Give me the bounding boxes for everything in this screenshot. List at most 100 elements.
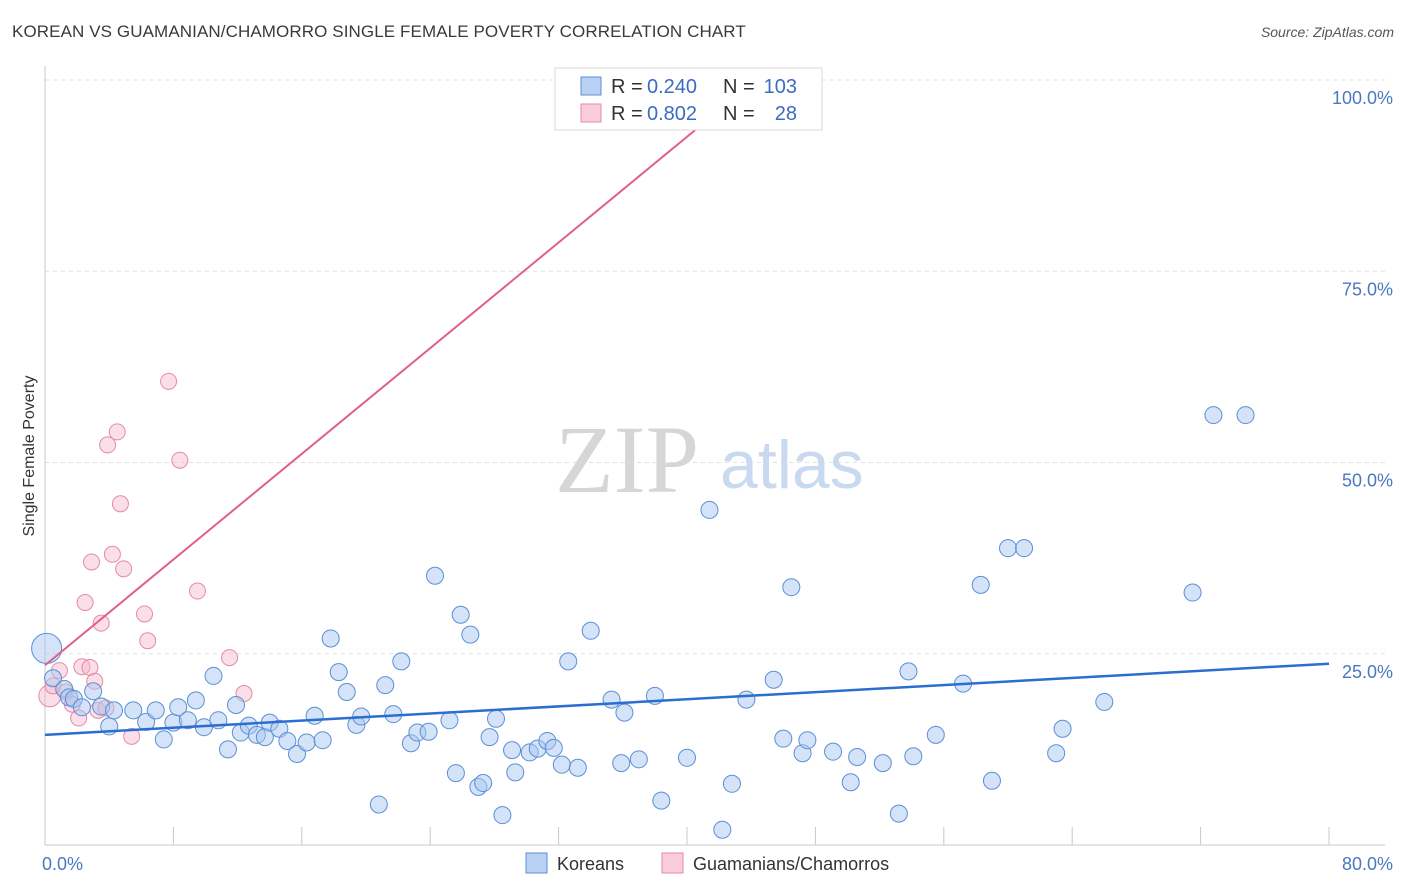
point-koreans bbox=[321, 629, 340, 648]
point-koreans bbox=[376, 676, 395, 695]
point-koreans bbox=[559, 652, 578, 671]
point-koreans bbox=[629, 750, 648, 769]
point-koreans bbox=[899, 662, 918, 681]
point-koreans bbox=[652, 791, 671, 810]
y-tick-label: 25.0% bbox=[1342, 662, 1393, 682]
point-koreans bbox=[1047, 744, 1066, 763]
point-guamanians bbox=[115, 560, 133, 578]
legend-n-value-1: 103 bbox=[764, 76, 797, 98]
tick-labels: 25.0% 50.0% 75.0% 100.0% 0.0% 80.0% bbox=[42, 88, 1393, 874]
legend-n-label-1: N = bbox=[723, 76, 755, 98]
point-koreans bbox=[446, 764, 465, 783]
point-koreans bbox=[782, 578, 801, 597]
legend-swatch-koreans bbox=[580, 76, 602, 96]
point-koreans bbox=[461, 625, 480, 644]
point-koreans bbox=[889, 804, 908, 823]
point-guamanians bbox=[92, 614, 110, 632]
point-koreans bbox=[824, 742, 843, 761]
point-koreans bbox=[493, 806, 512, 825]
y-tick-label: 100.0% bbox=[1332, 88, 1393, 108]
point-guamanians bbox=[136, 605, 154, 623]
watermark-atlas: atlas bbox=[720, 427, 864, 503]
point-koreans bbox=[451, 605, 470, 624]
point-koreans bbox=[678, 748, 696, 767]
point-koreans bbox=[31, 632, 63, 664]
legend-bottom-swatch-koreans bbox=[525, 852, 548, 874]
point-koreans bbox=[72, 698, 91, 717]
point-koreans bbox=[204, 666, 223, 685]
point-guamanians bbox=[76, 593, 94, 611]
point-koreans bbox=[1053, 719, 1072, 738]
point-koreans bbox=[419, 722, 438, 741]
y-axis-title: Single Female Poverty bbox=[21, 376, 38, 537]
point-koreans bbox=[305, 706, 324, 725]
point-koreans bbox=[426, 566, 445, 585]
point-guamanians bbox=[83, 553, 101, 571]
point-guamanians bbox=[111, 495, 129, 513]
point-koreans bbox=[999, 539, 1017, 558]
point-koreans bbox=[178, 711, 197, 730]
point-koreans bbox=[169, 698, 188, 717]
point-koreans bbox=[146, 701, 165, 720]
watermark-zip: ZIP bbox=[555, 406, 699, 513]
trendlines bbox=[44, 79, 1330, 737]
point-koreans bbox=[764, 670, 783, 689]
point-koreans bbox=[337, 683, 356, 701]
point-koreans bbox=[392, 652, 411, 671]
point-koreans bbox=[218, 740, 237, 759]
legend-stats: R = 0.240 N = 103 R = 0.802 N = 28 bbox=[554, 67, 823, 131]
legend-n-value-2: 28 bbox=[775, 103, 797, 125]
watermark: ZIP atlas bbox=[555, 406, 864, 513]
series-guamanians-points bbox=[38, 71, 763, 745]
point-koreans bbox=[713, 820, 732, 839]
y-tick-label: 50.0% bbox=[1342, 471, 1393, 491]
point-guamanians bbox=[171, 451, 189, 469]
point-koreans bbox=[700, 500, 719, 519]
point-koreans bbox=[226, 696, 245, 715]
point-koreans bbox=[841, 773, 860, 792]
gridlines bbox=[45, 79, 1385, 655]
point-guamanians bbox=[123, 727, 141, 745]
point-koreans bbox=[287, 744, 306, 763]
point-koreans bbox=[1095, 692, 1114, 711]
point-koreans bbox=[105, 701, 124, 720]
point-koreans bbox=[904, 747, 923, 766]
point-koreans bbox=[1236, 406, 1255, 425]
legend-bottom-swatch-guamanians bbox=[661, 852, 684, 874]
legend-label-guamanians: Guamanians/Chamorros bbox=[693, 854, 889, 874]
point-koreans bbox=[1183, 583, 1202, 602]
legend-r-label-1: R = bbox=[611, 76, 643, 98]
point-koreans bbox=[278, 731, 297, 750]
point-koreans bbox=[873, 754, 892, 773]
legend-swatch-guamanians bbox=[580, 103, 602, 123]
point-koreans bbox=[84, 682, 103, 701]
point-koreans bbox=[440, 711, 459, 730]
point-koreans bbox=[774, 729, 793, 748]
legend-r-label-2: R = bbox=[611, 103, 643, 125]
point-guamanians bbox=[160, 372, 178, 390]
point-koreans bbox=[568, 758, 587, 777]
point-koreans bbox=[926, 725, 945, 744]
point-koreans bbox=[480, 728, 499, 747]
point-koreans bbox=[369, 795, 388, 814]
point-guamanians bbox=[103, 545, 121, 563]
point-guamanians bbox=[188, 582, 206, 600]
point-koreans bbox=[982, 771, 1001, 790]
legend-n-label-2: N = bbox=[723, 103, 755, 125]
legend-r-value-2: 0.802 bbox=[647, 103, 697, 125]
y-tick-label: 75.0% bbox=[1342, 279, 1393, 299]
point-koreans bbox=[474, 774, 493, 793]
point-koreans bbox=[615, 703, 634, 722]
point-koreans bbox=[612, 754, 631, 773]
trendline-koreans bbox=[44, 662, 1330, 737]
point-koreans bbox=[722, 774, 741, 793]
point-guamanians bbox=[108, 423, 126, 441]
point-guamanians bbox=[139, 632, 157, 650]
trendline-guamanians bbox=[44, 79, 757, 666]
point-koreans bbox=[124, 701, 143, 720]
source-credit: Source: ZipAtlas.com bbox=[1260, 24, 1394, 40]
chart-title: KOREAN VS GUAMANIAN/CHAMORRO SINGLE FEMA… bbox=[12, 22, 746, 41]
point-koreans bbox=[297, 733, 316, 752]
point-koreans bbox=[1204, 406, 1223, 425]
